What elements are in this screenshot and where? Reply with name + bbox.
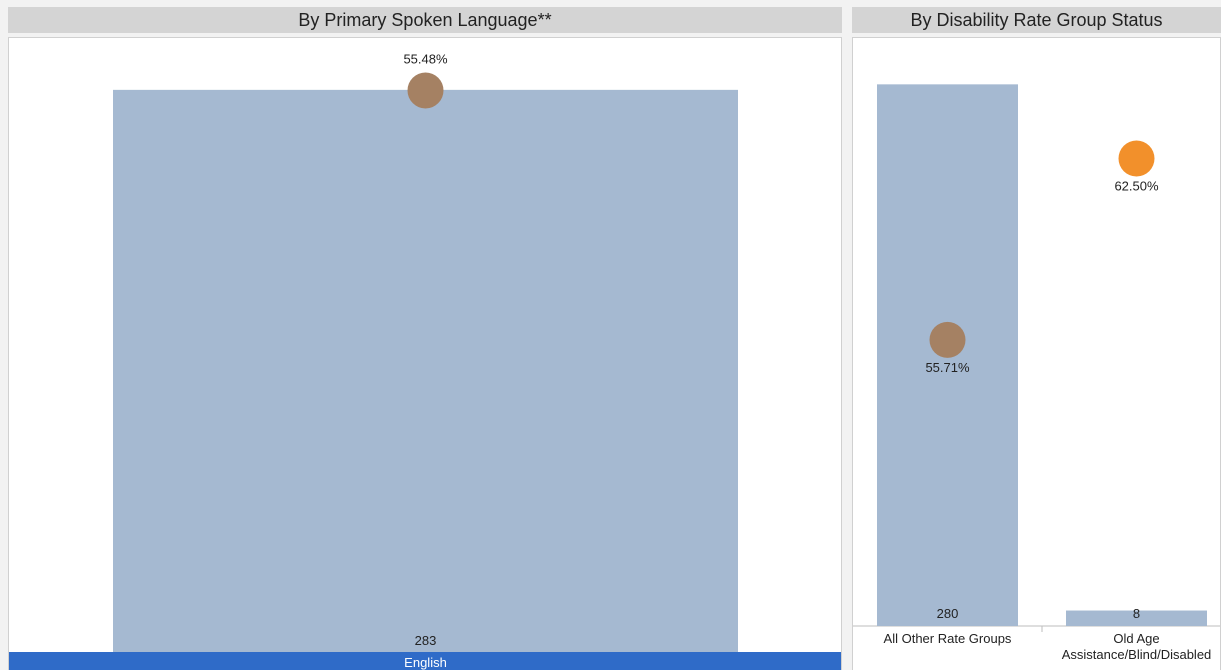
rate-value-label: 62.50% (1114, 179, 1159, 194)
bar-value-label: 283 (415, 633, 437, 648)
rate-value-label: 55.71% (925, 360, 970, 375)
language-panel: By Primary Spoken Language** 283 55.48% En… (8, 7, 842, 670)
category-label-english[interactable]: English (404, 655, 447, 670)
bar-value-label: 8 (1133, 606, 1140, 621)
bar-value-label: 280 (937, 606, 959, 621)
language-chart-svg: 283 55.48% English (9, 38, 842, 670)
disability-chart-title: By Disability Rate Group Status (852, 7, 1221, 33)
disability-chart-svg: 280 55.71% All Other Rate Groups 8 62.50% Old… (853, 38, 1221, 670)
rate-marker-old-age-assistance[interactable] (1119, 141, 1155, 177)
disability-chart-area: 280 55.71% All Other Rate Groups 8 62.50% Old… (852, 37, 1221, 670)
category-label[interactable]: All Other Rate Groups (884, 631, 1012, 646)
rate-marker-all-other-rate-groups[interactable] (930, 322, 966, 358)
category-label[interactable]: Old Age Assistance/Blind/Disabled (1062, 631, 1212, 662)
bar-english[interactable] (113, 90, 738, 652)
language-chart-title: By Primary Spoken Language** (8, 7, 842, 33)
disability-panel: By Disability Rate Group Status 280 55.71… (852, 7, 1221, 670)
language-chart-area: 283 55.48% English (8, 37, 842, 670)
rate-value-label: 55.48% (403, 51, 448, 66)
rate-marker-english[interactable] (408, 72, 444, 108)
